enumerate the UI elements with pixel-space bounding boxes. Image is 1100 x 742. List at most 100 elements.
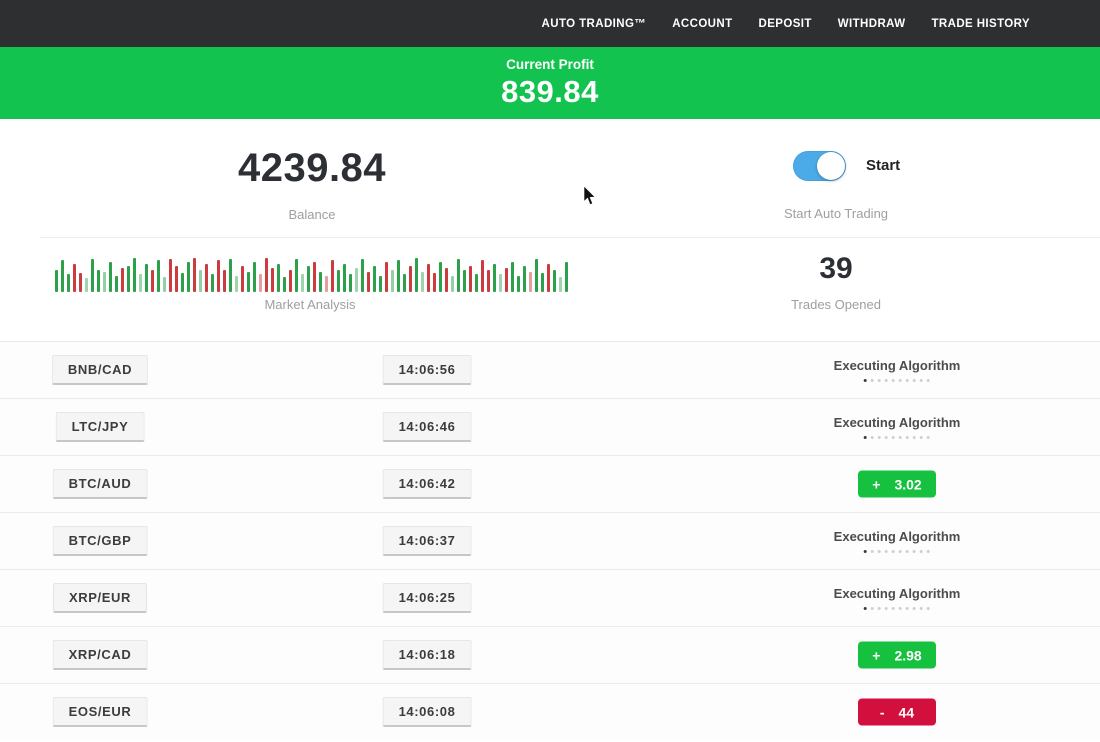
market-bar-green xyxy=(157,260,160,292)
progress-dot xyxy=(863,550,867,553)
current-profit-label: Current Profit xyxy=(506,56,594,72)
market-bar-green xyxy=(145,263,148,292)
market-bar-green xyxy=(349,274,352,292)
market-bar-green xyxy=(229,258,232,292)
auto-trading-toggle[interactable] xyxy=(793,151,846,181)
market-bar-red xyxy=(223,269,226,292)
market-bar-green xyxy=(457,258,460,292)
market-bar-green xyxy=(337,269,340,292)
top-navbar: AUTO TRADING™ ACCOUNT DEPOSIT WITHDRAW TRADE… xyxy=(0,0,1100,47)
result-sign: - xyxy=(879,704,885,720)
executing-algorithm-label: Executing Algorithm xyxy=(833,415,961,430)
trade-row: BNB/CAD 14:06:56 Executing Algorithm xyxy=(0,341,1100,398)
market-bar-green xyxy=(535,258,538,292)
market-analysis-label: Market Analysis xyxy=(264,297,356,312)
nav-item-auto-trading[interactable]: AUTO TRADING™ xyxy=(541,17,647,30)
trades-opened-label: Trades Opened xyxy=(791,297,881,312)
progress-dot xyxy=(919,550,923,553)
market-bar-green xyxy=(181,273,184,292)
market-bar-green xyxy=(397,260,400,292)
progress-dots xyxy=(863,379,930,382)
toggle-knob xyxy=(817,152,845,180)
nav-item-trade-history[interactable]: TRADE HISTORY xyxy=(931,17,1030,30)
market-bar-green xyxy=(373,266,376,292)
market-bar-green xyxy=(517,275,520,292)
market-bar-green xyxy=(307,266,310,292)
trade-status: Executing Algorithm xyxy=(834,586,960,610)
result-value: 2.98 xyxy=(894,647,922,663)
market-bar-green xyxy=(55,269,58,292)
market-bar-red xyxy=(367,272,370,292)
market-bar-green xyxy=(247,272,250,292)
section-divider xyxy=(40,237,1100,238)
market-bar-red xyxy=(151,269,154,292)
current-profit-value: 839.84 xyxy=(501,73,599,109)
market-bar-red xyxy=(427,263,430,292)
current-profit-banner: Current Profit 839.84 xyxy=(0,47,1100,119)
market-bar-red xyxy=(241,266,244,292)
progress-dot xyxy=(870,607,874,610)
nav-item-deposit[interactable]: DEPOSIT xyxy=(758,17,812,30)
market-bar-green xyxy=(559,276,562,292)
market-bar-green xyxy=(403,274,406,292)
market-bar-green xyxy=(415,257,418,292)
trade-status: Executing Algorithm xyxy=(833,415,961,439)
market-bar-red xyxy=(217,260,220,292)
result-value: 44 xyxy=(898,704,915,720)
progress-dot xyxy=(898,379,902,382)
market-bar-red xyxy=(547,263,550,292)
balance-label: Balance xyxy=(288,207,336,222)
nav-item-account[interactable]: ACCOUNT xyxy=(672,17,733,30)
market-bar-red xyxy=(271,267,274,292)
trade-status: Executing Algorithm xyxy=(834,529,960,553)
market-bar-green xyxy=(133,257,136,292)
nav-item-withdraw[interactable]: WITHDRAW xyxy=(837,17,906,30)
trade-row: BTC/AUD 14:06:42 +3.02 xyxy=(0,455,1100,512)
trade-row: XRP/CAD 14:06:18 +2.98 xyxy=(0,626,1100,683)
progress-dot xyxy=(912,550,916,553)
market-bar-red xyxy=(529,272,532,292)
market-bar-red xyxy=(385,262,388,292)
market-bar-green xyxy=(253,262,256,292)
trade-time-badge: 14:06:42 xyxy=(382,469,472,499)
progress-dot xyxy=(863,379,867,382)
trade-time-badge: 14:06:56 xyxy=(382,355,472,385)
market-bar-red xyxy=(313,262,316,292)
progress-dot xyxy=(891,550,895,553)
progress-dot xyxy=(926,550,930,553)
market-bar-red xyxy=(331,260,334,292)
market-bar-green xyxy=(277,263,280,292)
market-bar-green xyxy=(301,274,304,292)
market-bar-red xyxy=(265,257,268,292)
progress-dot xyxy=(877,379,881,382)
market-bar-green xyxy=(163,276,166,292)
market-bar-red xyxy=(175,266,178,292)
trade-time-badge: 14:06:25 xyxy=(382,583,472,613)
loss-badge: -44 xyxy=(858,698,936,726)
market-bar-red xyxy=(259,274,262,292)
market-bar-green xyxy=(475,274,478,292)
result-value: 3.02 xyxy=(894,476,922,492)
progress-dot xyxy=(870,436,874,439)
market-bar-green xyxy=(283,276,286,292)
market-bar-green xyxy=(139,274,142,292)
market-bar-green xyxy=(211,274,214,292)
progress-dot xyxy=(877,550,881,553)
market-bar-red xyxy=(469,266,472,292)
market-bar-green xyxy=(451,275,454,292)
result-sign: + xyxy=(872,476,881,492)
market-bar-green xyxy=(499,274,502,292)
trade-status: +2.98 xyxy=(858,641,936,669)
market-bar-green xyxy=(391,269,394,292)
progress-dot xyxy=(905,436,909,439)
progress-dot xyxy=(877,607,881,610)
pair-badge: BTC/GBP xyxy=(52,526,148,556)
progress-dot xyxy=(870,379,874,382)
market-bar-green xyxy=(97,269,100,292)
progress-dot xyxy=(891,436,895,439)
progress-dot xyxy=(898,607,902,610)
market-bar-red xyxy=(121,267,124,292)
market-bar-red xyxy=(505,267,508,292)
market-bar-green xyxy=(421,272,424,292)
